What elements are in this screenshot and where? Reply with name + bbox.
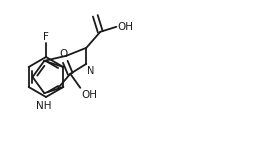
Text: O: O: [59, 49, 67, 59]
Text: N: N: [87, 66, 95, 76]
Text: NH: NH: [35, 101, 51, 111]
Text: OH: OH: [81, 90, 97, 100]
Text: OH: OH: [117, 22, 133, 32]
Text: F: F: [43, 32, 49, 42]
